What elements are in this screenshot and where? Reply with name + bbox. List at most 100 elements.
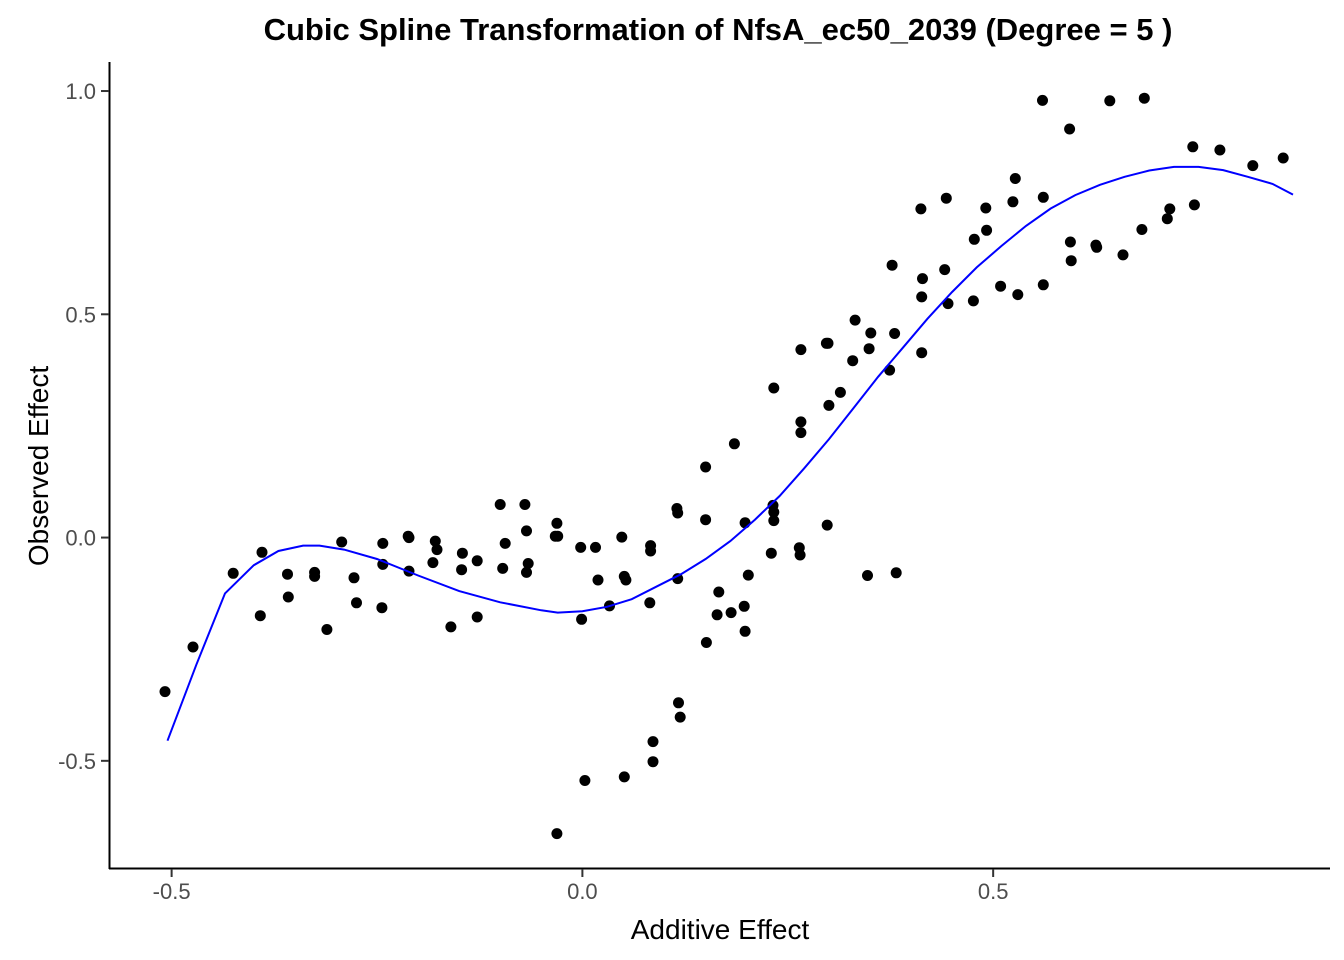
data-point-107	[1012, 289, 1024, 301]
data-point-2	[227, 567, 239, 579]
data-point-78	[795, 344, 807, 356]
data-point-120	[1161, 213, 1173, 225]
data-point-42	[592, 574, 604, 586]
data-point-100	[967, 295, 979, 307]
data-point-80	[822, 337, 834, 349]
data-point-23	[456, 564, 468, 576]
data-point-111	[1064, 123, 1076, 135]
y-axis-title: Observed Effect	[23, 366, 54, 566]
data-point-108	[1037, 94, 1048, 106]
data-point-71	[768, 506, 780, 518]
data-point-84	[847, 355, 859, 367]
data-point-13	[376, 602, 388, 614]
data-point-66	[738, 600, 750, 612]
data-point-33	[522, 558, 534, 569]
data-point-32	[521, 566, 532, 578]
data-point-1	[187, 641, 199, 653]
data-point-4	[256, 546, 268, 558]
data-point-115	[1091, 241, 1103, 253]
data-point-41	[590, 541, 601, 553]
data-point-14	[377, 537, 389, 549]
data-point-39	[576, 613, 588, 625]
data-point-123	[1188, 199, 1200, 211]
data-point-3	[254, 610, 266, 622]
data-point-85	[849, 314, 861, 326]
data-point-31	[521, 525, 532, 537]
data-point-11	[348, 572, 360, 584]
data-point-64	[728, 438, 740, 450]
data-point-96	[917, 273, 928, 285]
data-point-75	[794, 549, 806, 561]
y-tick-label-1: 0.0	[65, 526, 96, 551]
data-point-62	[713, 586, 725, 598]
data-point-25	[471, 555, 483, 567]
x-tick-label-1: 0.0	[567, 879, 598, 904]
data-point-20	[429, 535, 441, 547]
data-point-118	[1136, 224, 1148, 235]
data-point-24	[456, 547, 468, 559]
data-point-98	[940, 192, 952, 204]
data-point-82	[823, 399, 835, 411]
data-point-27	[494, 499, 506, 510]
data-point-76	[795, 427, 807, 439]
spline-line	[166, 165, 1294, 742]
data-point-22	[445, 621, 457, 633]
data-point-95	[916, 347, 928, 359]
data-point-17	[403, 532, 415, 544]
y-tick-label-0: -0.5	[58, 749, 96, 774]
data-point-38	[575, 541, 587, 553]
data-point-124	[1214, 144, 1226, 156]
data-point-19	[427, 557, 439, 569]
data-point-117	[1117, 249, 1129, 261]
data-point-29	[499, 537, 511, 549]
data-point-46	[620, 574, 632, 586]
data-point-37	[551, 828, 563, 840]
data-point-87	[863, 343, 875, 355]
data-point-63	[725, 607, 737, 619]
data-point-77	[795, 416, 807, 428]
data-point-30	[519, 499, 531, 510]
data-point-61	[711, 609, 723, 621]
data-point-47	[618, 771, 630, 783]
data-point-69	[765, 547, 777, 559]
data-point-60	[700, 637, 712, 648]
data-point-68	[742, 569, 754, 581]
data-point-40	[579, 775, 591, 786]
data-point-57	[674, 711, 686, 723]
data-point-101	[968, 233, 980, 245]
data-point-73	[768, 382, 780, 394]
data-point-86	[862, 570, 873, 581]
data-point-35	[551, 517, 563, 529]
data-point-12	[351, 597, 362, 609]
data-point-93	[915, 203, 927, 215]
data-point-102	[980, 202, 992, 214]
data-point-88	[865, 327, 877, 339]
data-point-72	[768, 515, 780, 527]
data-point-9	[321, 624, 333, 635]
data-point-44	[616, 531, 628, 543]
data-point-8	[309, 570, 321, 582]
data-point-56	[673, 697, 684, 709]
data-point-10	[336, 536, 348, 548]
data-point-90	[886, 259, 898, 271]
y-tick-label-2: 0.5	[65, 302, 96, 327]
data-point-122	[1187, 141, 1199, 153]
data-point-55	[672, 573, 684, 585]
data-point-58	[700, 461, 712, 473]
data-point-49	[645, 545, 657, 557]
data-point-97	[939, 264, 951, 276]
data-point-81	[821, 519, 833, 531]
data-point-67	[739, 625, 751, 637]
data-point-89	[884, 364, 896, 376]
data-point-119	[1138, 92, 1150, 104]
x-axis-title: Additive Effect	[631, 914, 810, 945]
data-point-125	[1247, 160, 1259, 172]
data-point-26	[471, 611, 483, 623]
data-point-92	[890, 567, 902, 579]
ticks: -0.5 0.0 0.5 -0.5 0.0 0.5 1.0	[58, 79, 1008, 904]
data-point-116	[1104, 95, 1116, 107]
data-point-51	[647, 736, 659, 748]
chart-title: Cubic Spline Transformation of NfsA_ec50…	[264, 12, 1173, 47]
